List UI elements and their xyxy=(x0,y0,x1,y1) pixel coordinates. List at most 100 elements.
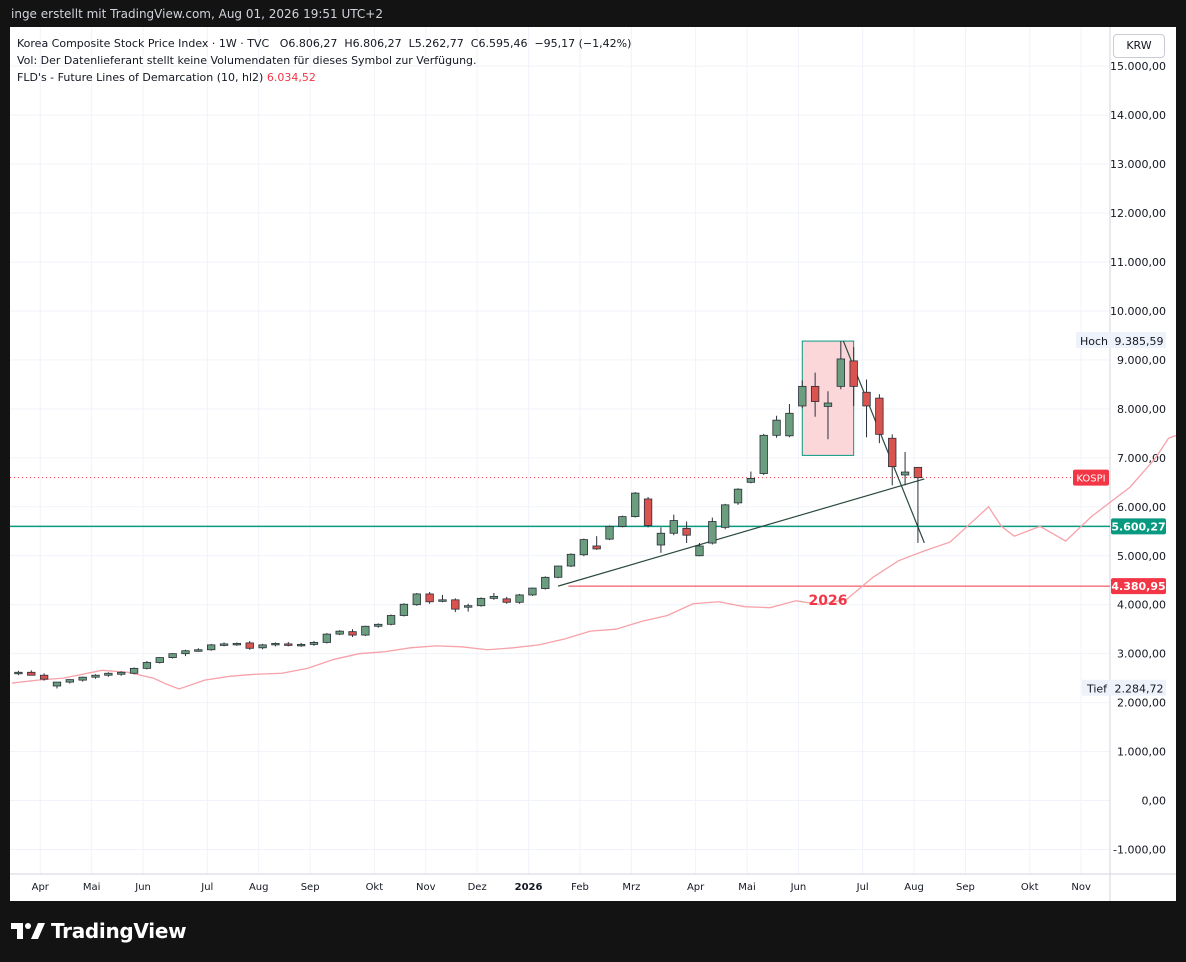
candle-body[interactable] xyxy=(39,674,49,680)
chart-caption: inge erstellt mit TradingView.com, Aug 0… xyxy=(11,7,383,21)
x-tick-label: Jul xyxy=(200,882,213,893)
candle-body[interactable] xyxy=(245,642,254,649)
y-tick-label: 15.000,00 xyxy=(1110,60,1166,73)
candle-body[interactable] xyxy=(296,643,306,647)
candle-body[interactable] xyxy=(65,679,74,683)
candle-body[interactable] xyxy=(643,498,653,526)
x-tick-label: Aug xyxy=(904,882,924,893)
candle-body[interactable] xyxy=(798,385,807,407)
candle-body[interactable] xyxy=(605,525,614,540)
candle-body[interactable] xyxy=(117,671,126,675)
candle-body[interactable] xyxy=(502,598,511,603)
candle-body[interactable] xyxy=(746,478,756,483)
y-tick-label: 7.000,00 xyxy=(1117,452,1166,465)
y-tick-label: 2.000,00 xyxy=(1117,697,1166,710)
candle-body[interactable] xyxy=(849,360,858,387)
candle-body[interactable] xyxy=(374,623,383,627)
candle-body[interactable] xyxy=(476,597,486,607)
y-tick-label: 13.000,00 xyxy=(1110,158,1166,171)
tradingview-logo-icon xyxy=(11,923,45,939)
candle-body[interactable] xyxy=(335,630,344,635)
candle-body[interactable] xyxy=(91,674,100,678)
candle-body[interactable] xyxy=(913,466,923,479)
candle-body[interactable] xyxy=(875,397,884,435)
legend-fld-name[interactable]: FLD's - Future Lines of Demarcation (10,… xyxy=(17,71,264,84)
candle-body[interactable] xyxy=(669,520,678,534)
candle-body[interactable] xyxy=(207,644,216,651)
candle-body[interactable] xyxy=(399,603,409,616)
candle-body[interactable] xyxy=(194,649,203,652)
candle-body[interactable] xyxy=(309,642,319,645)
candle-body[interactable] xyxy=(78,676,87,681)
legend-symbol[interactable]: Korea Composite Stock Price Index · 1W ·… xyxy=(17,37,270,50)
legend-close: 6.595,46 xyxy=(478,37,528,50)
candle-body[interactable] xyxy=(232,643,242,646)
candle-body[interactable] xyxy=(541,576,550,589)
candle-body[interactable] xyxy=(759,434,768,474)
candle-body[interactable] xyxy=(489,595,499,599)
symbol-tag: KOSPI xyxy=(1076,474,1105,485)
legend-ohlc-row[interactable]: Korea Composite Stock Price Index · 1W ·… xyxy=(17,35,631,52)
candle-body[interactable] xyxy=(104,672,113,676)
candle-body[interactable] xyxy=(836,358,845,387)
candle-body[interactable] xyxy=(721,504,730,528)
legend-volume-note: Vol: Der Datenlieferant stellt keine Vol… xyxy=(17,54,477,67)
candle-body[interactable] xyxy=(464,605,473,608)
candle-body[interactable] xyxy=(515,594,524,603)
legend-fld-row[interactable]: FLD's - Future Lines of Demarcation (10,… xyxy=(17,69,631,86)
candle-body[interactable] xyxy=(168,653,177,658)
x-tick-label: Mai xyxy=(738,882,756,893)
candle-body[interactable] xyxy=(386,615,396,625)
candle-body[interactable] xyxy=(52,681,62,687)
candle-body[interactable] xyxy=(425,593,434,603)
high-label-bg xyxy=(1076,332,1112,349)
candle-body[interactable] xyxy=(566,553,576,567)
chart-frame[interactable]: -1.000,00 0,00 1.000,00 2.000,00 3.000,00 4.0… xyxy=(10,27,1176,901)
candle-body[interactable] xyxy=(451,599,460,610)
candle-body[interactable] xyxy=(618,516,627,527)
candle-body[interactable] xyxy=(14,671,23,675)
y-tick-label: 1.000,00 xyxy=(1117,746,1166,759)
candle-body[interactable] xyxy=(631,492,640,517)
y-tick-label: 8.000,00 xyxy=(1117,403,1166,416)
candle-body[interactable] xyxy=(142,662,152,669)
candle-body[interactable] xyxy=(695,545,704,557)
candle-body[interactable] xyxy=(528,587,537,596)
candle-body[interactable] xyxy=(219,643,229,646)
candle-body[interactable] xyxy=(810,385,820,402)
candle-body[interactable] xyxy=(682,527,691,536)
x-tick-label: Okt xyxy=(1021,882,1039,893)
currency-button[interactable]: KRW xyxy=(1113,34,1165,58)
candle-body[interactable] xyxy=(284,643,293,646)
high-label: Hoch xyxy=(1080,335,1108,348)
candle-body[interactable] xyxy=(271,643,280,646)
candle-body[interactable] xyxy=(785,412,794,437)
candle-body[interactable] xyxy=(592,545,601,550)
candle-body[interactable] xyxy=(656,532,666,546)
fld-line[interactable] xyxy=(11,365,1176,690)
y-tick-label: 5.000,00 xyxy=(1117,550,1166,563)
y-tick-label: 10.000,00 xyxy=(1110,305,1166,318)
candle-body[interactable] xyxy=(823,402,833,407)
candle-body[interactable] xyxy=(579,539,588,556)
candle-body[interactable] xyxy=(258,644,267,649)
candle-body[interactable] xyxy=(772,419,781,436)
price-chart[interactable]: -1.000,00 0,00 1.000,00 2.000,00 3.000,00 4.0… xyxy=(10,27,1176,901)
candle-body[interactable] xyxy=(155,657,164,663)
candle-body[interactable] xyxy=(553,565,563,578)
x-tick-label: Nov xyxy=(1071,882,1091,893)
candle-body[interactable] xyxy=(348,631,357,636)
candle-body[interactable] xyxy=(129,667,139,674)
candle-body[interactable] xyxy=(438,599,447,602)
candle-body[interactable] xyxy=(412,593,421,606)
trendline-rising[interactable] xyxy=(557,478,925,587)
candle-body[interactable] xyxy=(733,488,743,504)
candle-body[interactable] xyxy=(322,633,331,643)
candle-body[interactable] xyxy=(862,391,871,407)
candle-body[interactable] xyxy=(27,671,36,676)
candle-body[interactable] xyxy=(708,521,717,544)
candle-body[interactable] xyxy=(361,625,370,636)
candle-body[interactable] xyxy=(888,437,897,468)
candle-body[interactable] xyxy=(900,471,910,476)
candle-body[interactable] xyxy=(181,650,190,655)
